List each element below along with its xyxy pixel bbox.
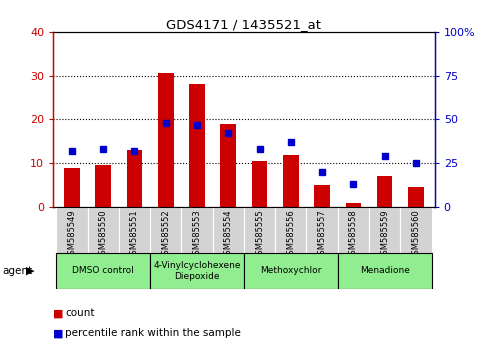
Bar	[314, 185, 330, 207]
Bar	[150, 207, 181, 253]
Bar	[338, 207, 369, 253]
Bar	[87, 207, 119, 253]
Bar	[338, 253, 432, 289]
Bar	[220, 124, 236, 207]
Title: GDS4171 / 1435521_at: GDS4171 / 1435521_at	[167, 18, 321, 31]
Text: GSM585555: GSM585555	[255, 210, 264, 260]
Text: GSM585550: GSM585550	[99, 210, 108, 260]
Bar	[64, 168, 80, 207]
Text: DMSO control: DMSO control	[72, 266, 134, 275]
Bar	[345, 203, 361, 207]
Bar	[408, 187, 424, 207]
Text: ▶: ▶	[26, 266, 34, 276]
Bar	[56, 253, 150, 289]
Bar	[369, 207, 400, 253]
Bar	[377, 176, 393, 207]
Bar	[189, 84, 205, 207]
Bar	[400, 207, 432, 253]
Text: ■: ■	[53, 308, 64, 318]
Text: GSM585557: GSM585557	[318, 210, 327, 260]
Text: GSM585549: GSM585549	[68, 210, 76, 260]
Text: percentile rank within the sample: percentile rank within the sample	[65, 329, 241, 338]
Text: count: count	[65, 308, 95, 318]
Text: 4-Vinylcyclohexene
Diepoxide: 4-Vinylcyclohexene Diepoxide	[153, 261, 241, 280]
Bar	[127, 150, 142, 207]
Bar	[181, 207, 213, 253]
Text: GSM585553: GSM585553	[193, 210, 201, 260]
Bar	[275, 207, 307, 253]
Text: ■: ■	[53, 329, 64, 338]
Bar	[56, 207, 87, 253]
Text: GSM585552: GSM585552	[161, 210, 170, 260]
Bar	[244, 253, 338, 289]
Text: GSM585560: GSM585560	[412, 210, 420, 260]
Bar	[150, 253, 244, 289]
Text: Menadione: Menadione	[360, 266, 410, 275]
Text: Methoxychlor: Methoxychlor	[260, 266, 322, 275]
Bar	[95, 165, 111, 207]
Bar	[307, 207, 338, 253]
Text: GSM585559: GSM585559	[380, 210, 389, 260]
Text: GSM585554: GSM585554	[224, 210, 233, 260]
Bar	[244, 207, 275, 253]
Bar	[283, 154, 298, 207]
Bar	[213, 207, 244, 253]
Bar	[158, 74, 173, 207]
Text: GSM585551: GSM585551	[130, 210, 139, 260]
Text: GSM585558: GSM585558	[349, 210, 358, 260]
Text: GSM585556: GSM585556	[286, 210, 295, 260]
Bar	[119, 207, 150, 253]
Bar	[252, 161, 268, 207]
Text: agent: agent	[2, 266, 32, 276]
